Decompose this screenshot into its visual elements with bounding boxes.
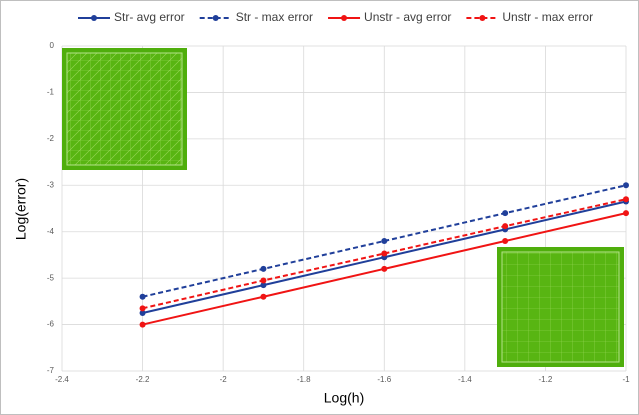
- legend-label: Unstr - max error: [502, 10, 593, 24]
- x-tick-label: -2.2: [136, 375, 150, 384]
- point: [381, 250, 388, 257]
- y-tick-label: -3: [47, 180, 55, 189]
- y-tick-label: -1: [47, 88, 55, 97]
- x-tick-label: -2: [220, 375, 228, 384]
- point: [623, 196, 629, 203]
- y-tick-label: -6: [47, 320, 55, 329]
- point: [502, 210, 509, 217]
- legend-item: Unstr - max error: [466, 10, 593, 24]
- y-tick-label: 0: [50, 41, 55, 50]
- point: [260, 293, 267, 300]
- point: [260, 282, 267, 289]
- point: [139, 293, 146, 300]
- x-tick-label: -2.4: [55, 375, 69, 384]
- legend-item: Str - max error: [199, 10, 313, 24]
- series-line: [142, 198, 627, 310]
- point: [502, 238, 509, 244]
- y-axis-label: Log(error): [13, 178, 29, 240]
- x-tick-label: -1.4: [458, 375, 472, 384]
- mesh-structured: [62, 48, 187, 170]
- point: [260, 265, 267, 272]
- x-tick-label: -1: [622, 375, 630, 384]
- y-tick-label: -7: [47, 366, 55, 375]
- legend-label: Str- avg error: [114, 10, 185, 24]
- legend-label: Unstr - avg error: [364, 10, 451, 24]
- y-tick-label: -5: [47, 273, 55, 282]
- x-axis-label: Log(h): [324, 390, 364, 406]
- legend-marker: [212, 15, 219, 21]
- point: [381, 238, 388, 244]
- legend-item: Str- avg error: [78, 10, 185, 24]
- x-tick-label: -1.8: [297, 375, 311, 384]
- point: [623, 210, 629, 217]
- legend-marker: [479, 15, 486, 21]
- mesh-unstructured: [497, 247, 624, 367]
- legend-label: Str - max error: [236, 10, 313, 24]
- point: [139, 321, 146, 328]
- point: [381, 265, 388, 272]
- y-tick-label: -2: [47, 134, 55, 143]
- point: [623, 182, 629, 189]
- y-tick-label: -4: [47, 227, 55, 236]
- point: [139, 305, 146, 312]
- point: [260, 277, 267, 284]
- legend-item: Unstr - avg error: [328, 10, 451, 24]
- legend-marker: [341, 15, 348, 21]
- point: [502, 223, 509, 230]
- x-tick-label: -1.2: [539, 375, 553, 384]
- point: [139, 309, 146, 316]
- x-tick-label: -1.6: [377, 375, 391, 384]
- legend-marker: [91, 15, 97, 21]
